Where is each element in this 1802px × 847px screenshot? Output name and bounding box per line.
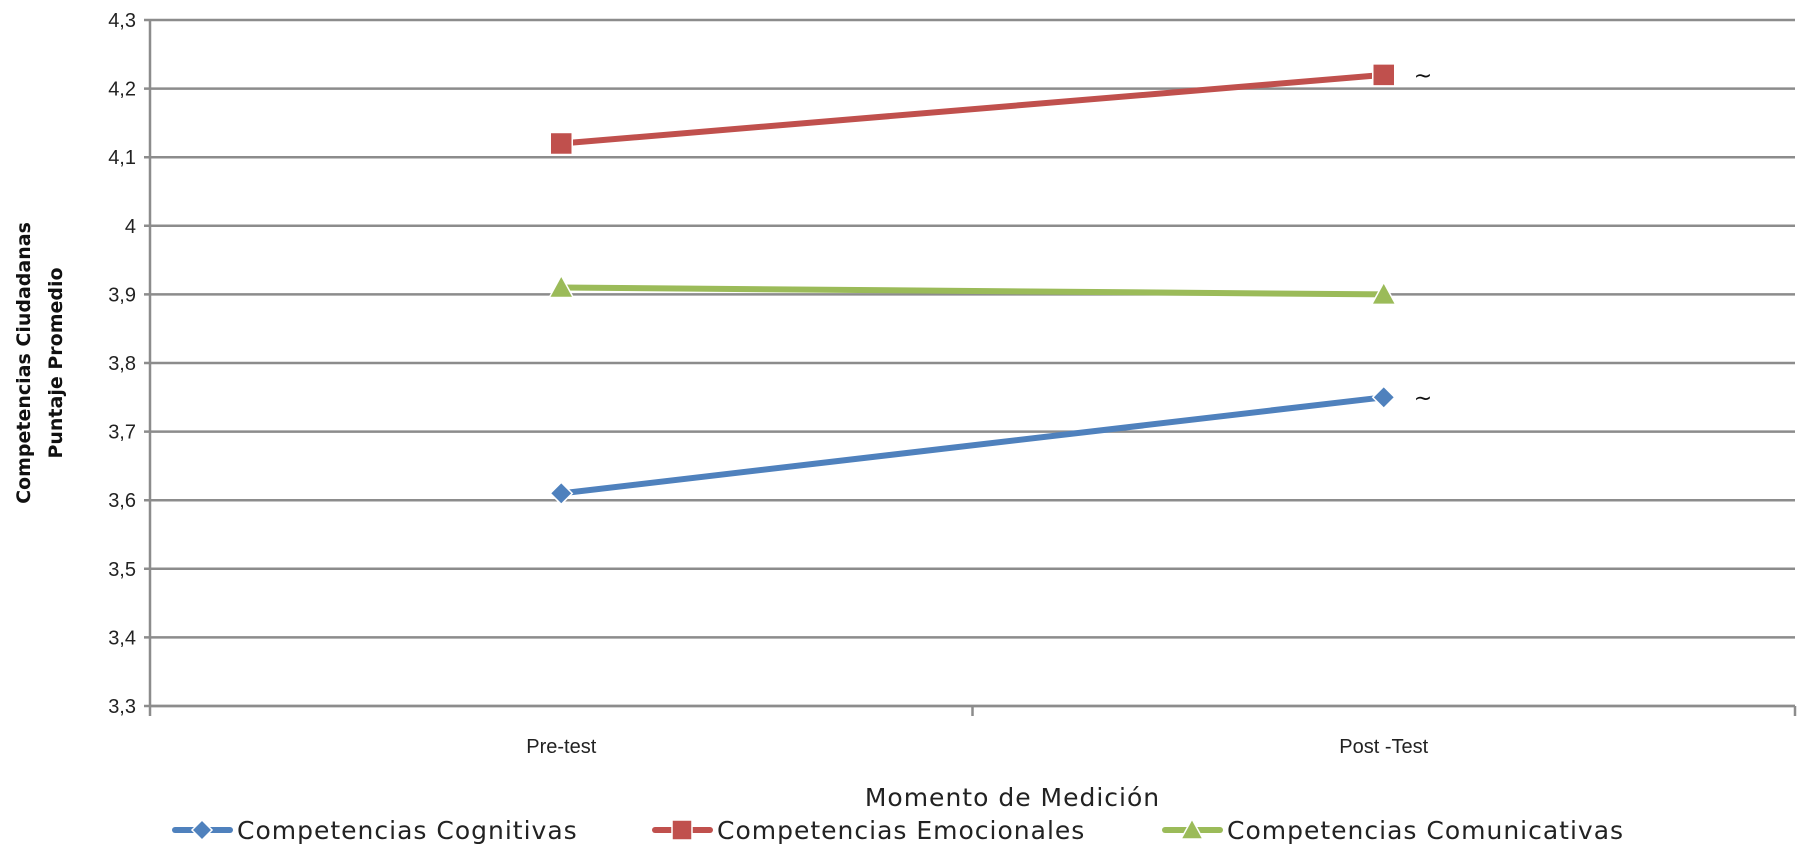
data-point bbox=[547, 273, 575, 299]
data-point bbox=[549, 131, 573, 156]
series-line bbox=[558, 394, 1387, 497]
y-tick-label: 4,1 bbox=[108, 147, 136, 169]
legend-label: Competencias Cognitivas bbox=[237, 816, 578, 845]
data-point bbox=[1371, 385, 1396, 410]
y-tick-label: 4,3 bbox=[108, 10, 136, 32]
annotation-label: ~ bbox=[1414, 64, 1432, 89]
y-axis-title: Puntaje Promedio bbox=[45, 267, 67, 458]
y-tick-label: 3,9 bbox=[108, 284, 136, 306]
series-line bbox=[558, 71, 1387, 147]
x-tick-label: Post -Test bbox=[1339, 736, 1428, 758]
y-tick-label: 3,8 bbox=[108, 353, 136, 375]
data-point bbox=[1372, 63, 1396, 87]
y-tick-label: 4,2 bbox=[108, 79, 136, 101]
x-axis-title: Momento de Medición bbox=[865, 783, 1160, 812]
y-tick-label: 3,3 bbox=[108, 696, 136, 718]
legend-swatch-marker bbox=[190, 818, 214, 842]
y-tick-label: 3,6 bbox=[108, 490, 136, 512]
series-line bbox=[558, 284, 1387, 298]
gridlines bbox=[144, 18, 1795, 708]
legend: Competencias Cognitivas Competencias Emoc… bbox=[172, 816, 1624, 845]
labels: 3,3 3,4 3,5 3,6 3,7 3,8 3,9 4 4,1 4,2 4,3 Pre-test P… bbox=[13, 10, 1432, 812]
y-axis-title: Competencias Ciudadanas bbox=[13, 222, 35, 504]
x-tick-label: Pre-test bbox=[526, 736, 596, 758]
y-tick-label: 4 bbox=[125, 216, 136, 238]
legend-swatch-marker bbox=[671, 819, 693, 841]
annotation-label: ~ bbox=[1414, 386, 1432, 411]
legend-label: Competencias Comunicativas bbox=[1227, 816, 1624, 845]
y-tick-label: 3,4 bbox=[108, 627, 136, 649]
series bbox=[547, 63, 1398, 506]
y-tick-label: 3,5 bbox=[108, 559, 136, 581]
data-point bbox=[549, 481, 574, 506]
legend-label: Competencias Emocionales bbox=[717, 816, 1085, 845]
axes bbox=[148, 20, 1797, 716]
data-point bbox=[1370, 280, 1398, 306]
legend-swatch-marker bbox=[1179, 817, 1205, 840]
y-tick-label: 3,7 bbox=[108, 422, 136, 444]
